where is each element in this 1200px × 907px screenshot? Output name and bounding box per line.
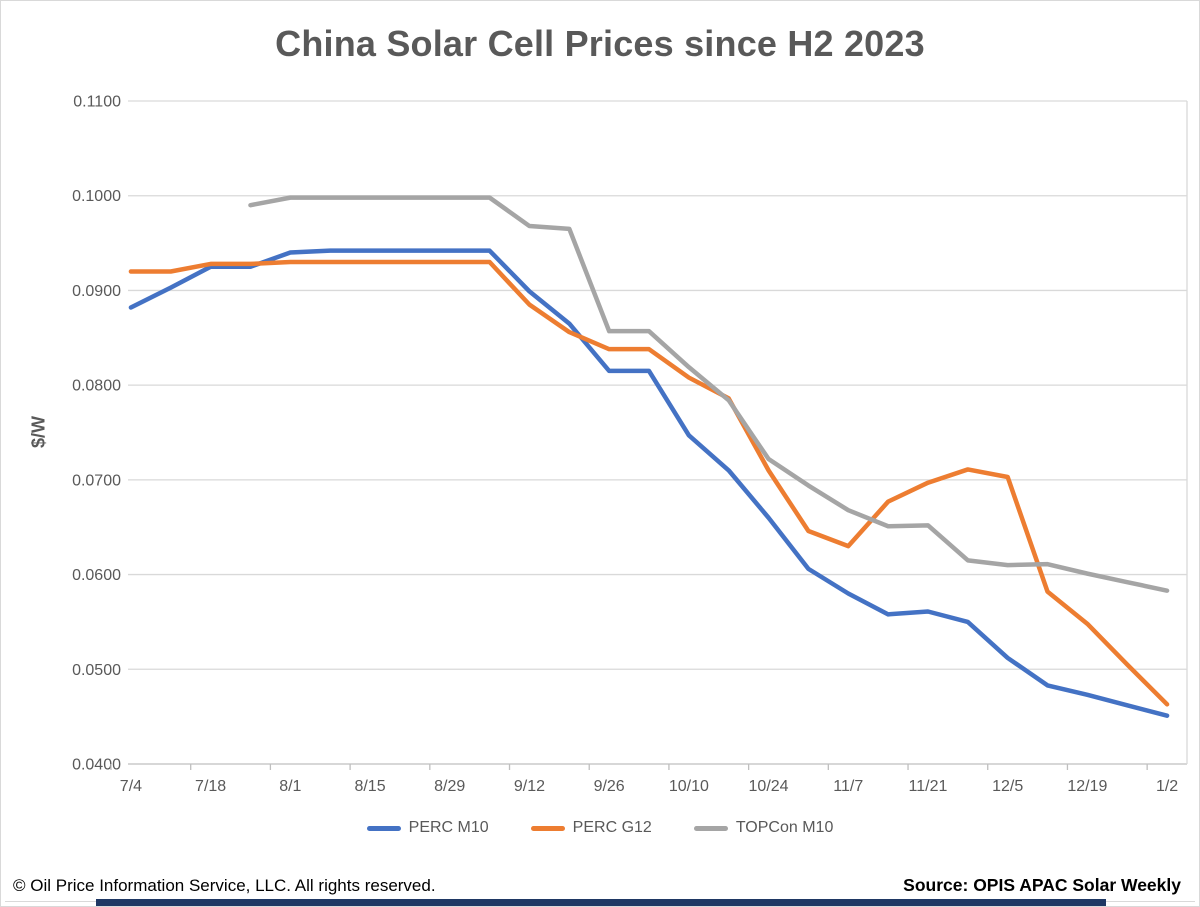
x-tick-label: 9/26 [594, 778, 625, 795]
x-tick-label: 10/24 [749, 778, 789, 795]
legend-swatch-perc-m10 [366, 825, 401, 831]
x-tick-label: 7/18 [195, 778, 226, 795]
y-tick-label: 0.0900 [72, 283, 121, 300]
source-text: Source: OPIS APAC Solar Weekly [903, 875, 1181, 895]
legend-swatch-perc-g12 [530, 825, 565, 831]
x-tick-label: 7/4 [120, 778, 142, 795]
legend-item-perc-m10: PERC M10 [366, 819, 489, 837]
x-tick-label: 11/21 [909, 778, 948, 795]
legend-item-topcon-m10: TOPCon M10 [693, 819, 834, 837]
x-tick-label: 12/5 [992, 778, 1023, 795]
series-line-perc-m10 [128, 248, 1170, 718]
legend-item-perc-g12: PERC G12 [530, 819, 652, 837]
x-tick-label: 9/12 [514, 778, 545, 795]
x-tick-label: 1/2 [1156, 778, 1178, 795]
y-tick-label: 0.0700 [72, 472, 121, 489]
x-tick-label: 11/7 [833, 778, 863, 795]
y-tick-label: 0.0800 [72, 378, 121, 395]
y-tick-label: 0.0600 [72, 567, 121, 584]
legend-label-perc-g12: PERC G12 [572, 819, 652, 836]
legend-label-topcon-m10: TOPCon M10 [735, 819, 834, 836]
legend-label-perc-m10: PERC M10 [408, 819, 489, 836]
x-tick-label: 8/1 [279, 778, 301, 795]
y-tick-label: 0.0400 [72, 757, 121, 774]
chart-legend: PERC M10 PERC G12 TOPCon M10 [1, 819, 1199, 837]
y-tick-label: 0.1000 [72, 188, 121, 205]
chart-title: China Solar Cell Prices since H2 2023 [275, 23, 925, 64]
x-tick-label: 8/29 [434, 778, 465, 795]
line-chart-plot: 0.0400 0.0500 0.0600 0.0700 0.0800 0.0900 0.10… [72, 94, 1188, 795]
y-tick-label: 0.1100 [73, 94, 121, 111]
x-tick-label: 12/19 [1067, 778, 1107, 795]
footer: © Oil Price Information Service, LLC. Al… [13, 875, 1181, 896]
copyright-text: © Oil Price Information Service, LLC. Al… [13, 876, 436, 895]
bottom-accent-bar [96, 899, 1106, 906]
x-tick-label: 8/15 [354, 778, 385, 795]
series-line-perc-g12 [128, 259, 1170, 707]
x-tick-label: 10/10 [669, 778, 709, 795]
y-tick-label: 0.0500 [72, 662, 121, 679]
series-line-topcon-m10 [248, 195, 1170, 593]
legend-swatch-topcon-m10 [693, 825, 728, 831]
